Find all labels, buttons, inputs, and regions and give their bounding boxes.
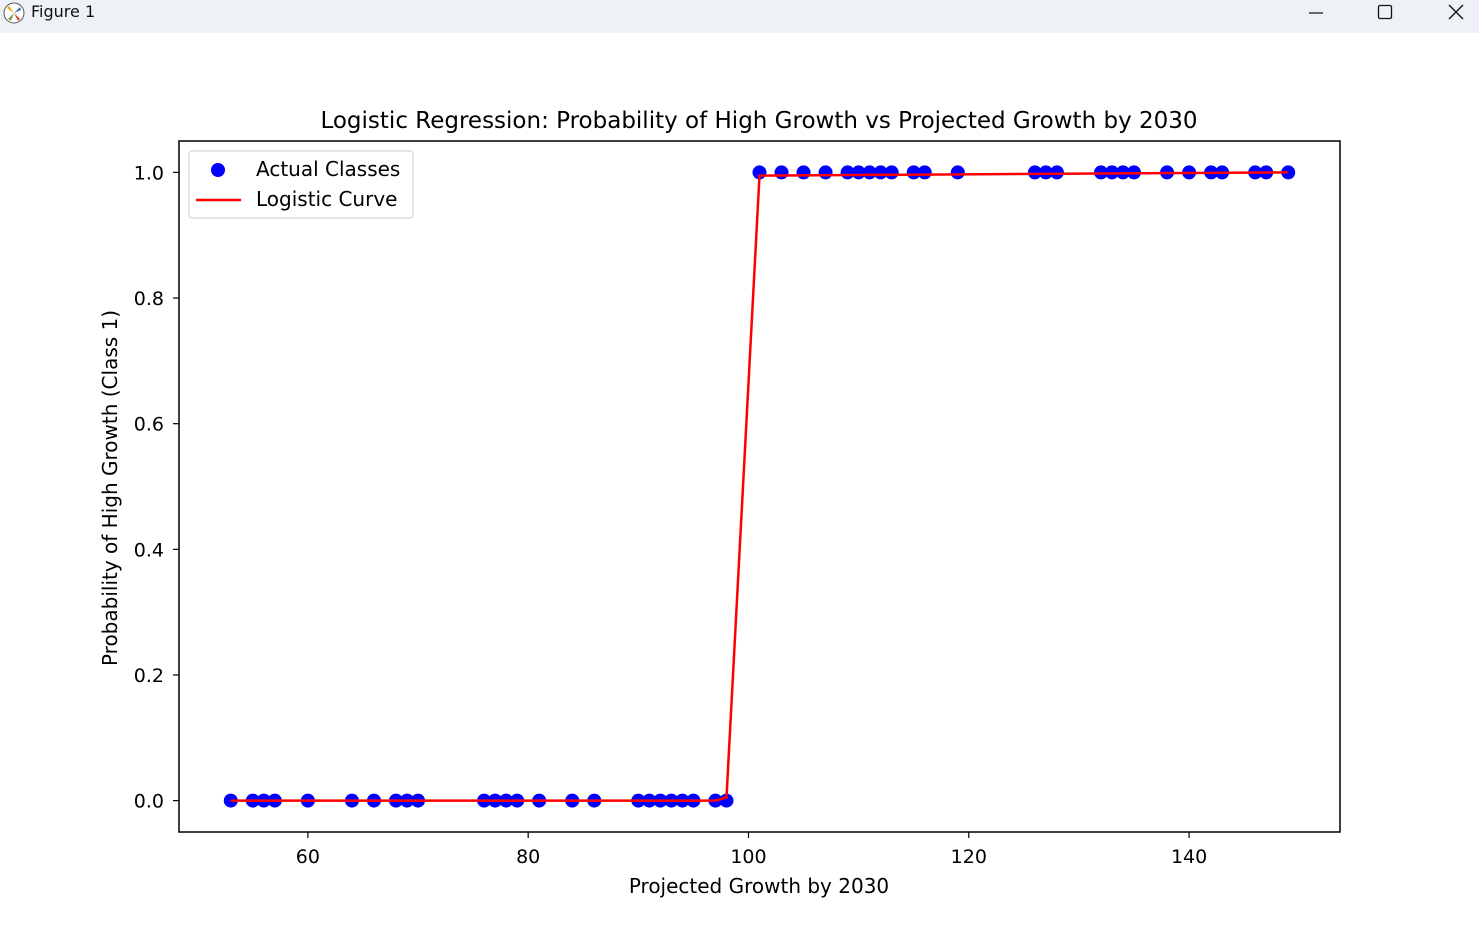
chart-title: Logistic Regression: Probability of High…	[320, 108, 1197, 134]
data-point	[1027, 165, 1042, 180]
y-axis-label: Probability of High Growth (Class 1)	[98, 310, 122, 666]
legend-label-actual-classes: Actual Classes	[256, 157, 400, 181]
legend-label-logistic-curve: Logistic Curve	[256, 187, 397, 211]
x-tick-label: 60	[296, 846, 320, 868]
data-point	[818, 165, 833, 180]
x-axis: 60 80 100 120 140	[296, 832, 1207, 868]
data-point	[884, 165, 899, 180]
legend: Actual Classes Logistic Curve	[188, 150, 414, 219]
x-tick-label: 100	[730, 846, 766, 868]
y-axis: 0.0 0.2 0.4 0.6 0.8 1.0	[134, 162, 179, 813]
data-point	[917, 165, 932, 180]
data-point	[719, 793, 734, 808]
matplotlib-logo-icon	[3, 2, 25, 24]
x-tick-label: 120	[951, 846, 987, 868]
y-tick-label: 0.6	[134, 414, 164, 436]
data-point	[1049, 165, 1064, 180]
y-tick-label: 1.0	[134, 162, 164, 184]
data-point	[950, 165, 965, 180]
minimize-button[interactable]	[1293, 0, 1339, 24]
close-button[interactable]	[1433, 0, 1479, 24]
data-point	[1038, 165, 1053, 180]
maximize-button[interactable]	[1362, 0, 1408, 24]
minimize-icon	[1309, 12, 1323, 14]
y-tick-label: 0.0	[134, 791, 164, 813]
y-tick-label: 0.2	[134, 665, 164, 687]
legend-box	[188, 150, 414, 219]
x-tick-label: 140	[1171, 846, 1207, 868]
window-titlebar: Figure 1	[0, 0, 1479, 33]
plot-area	[178, 140, 1341, 833]
x-axis-label: Projected Growth by 2030	[629, 874, 889, 898]
maximize-icon	[1377, 4, 1393, 20]
data-point	[1281, 165, 1296, 180]
logistic-curve-line	[230, 171, 1289, 802]
data-point	[223, 793, 238, 808]
y-tick-label: 0.4	[134, 539, 164, 561]
data-point	[774, 165, 789, 180]
chart-canvas: Logistic Regression: Probability of High…	[98, 108, 1341, 898]
data-point	[796, 165, 811, 180]
legend-scatter-marker	[211, 163, 225, 177]
window-title: Figure 1	[31, 2, 96, 21]
y-tick-label: 0.8	[134, 288, 164, 310]
x-tick-label: 80	[516, 846, 540, 868]
close-icon	[1448, 4, 1464, 20]
